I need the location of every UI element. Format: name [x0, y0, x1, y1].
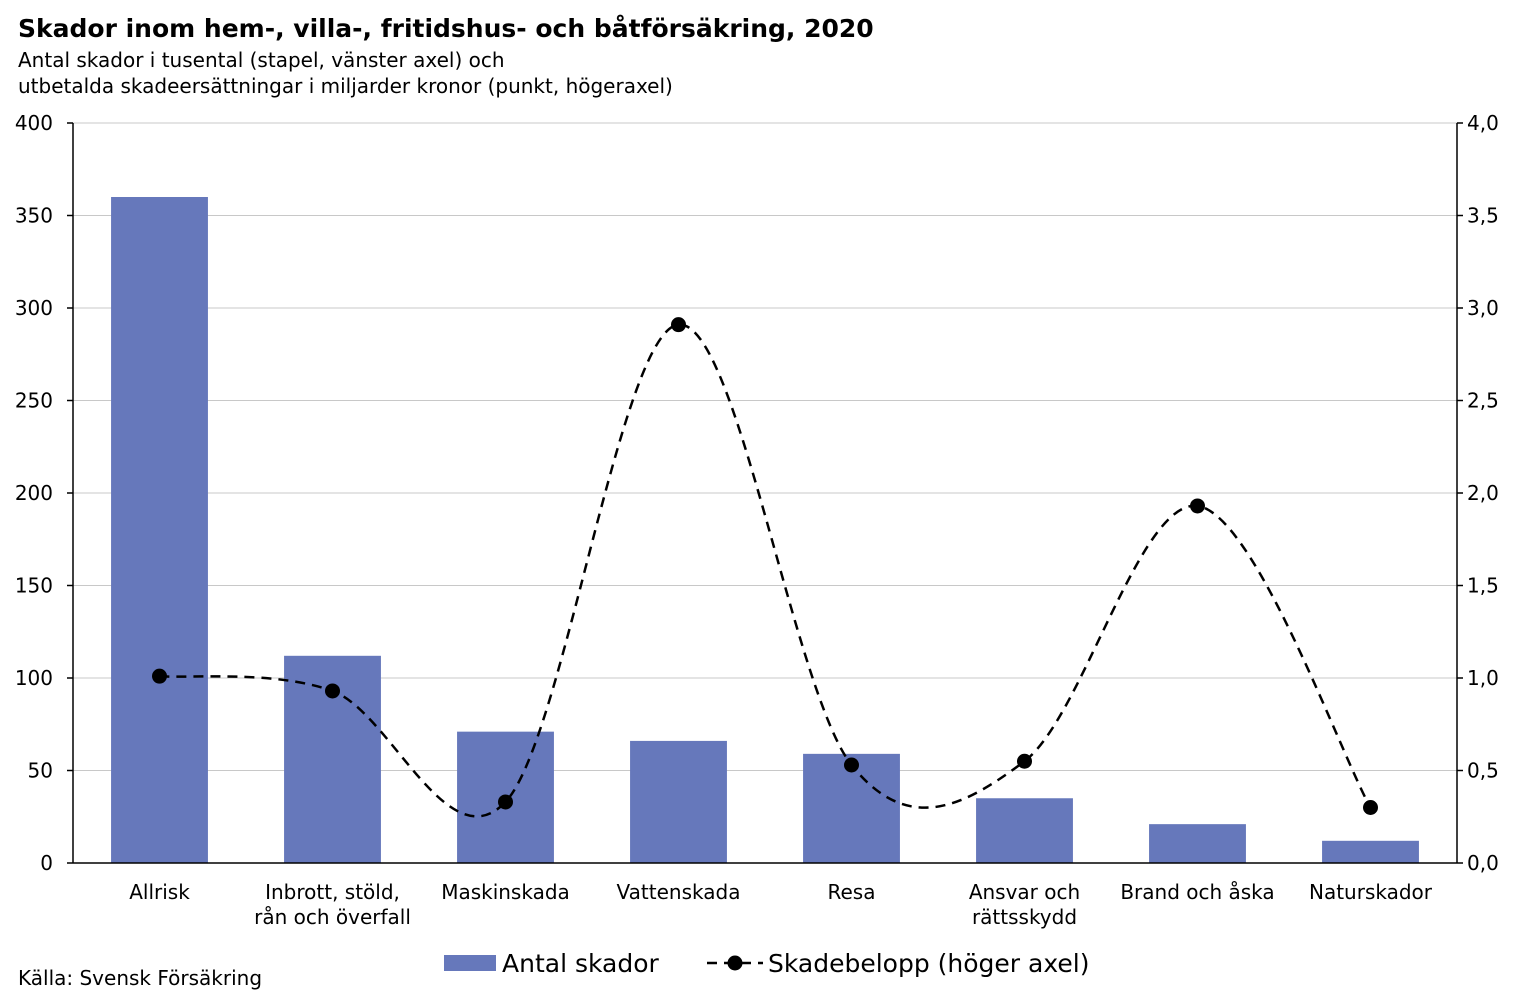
x-tick-label: Resa: [828, 880, 876, 904]
left-tick-label: 300: [15, 296, 53, 320]
left-axis-ticks: 0 50 100 150 200 250 300 350 400: [15, 111, 53, 875]
bar: [1322, 840, 1419, 863]
source-note: Källa: Svensk Försäkring: [18, 966, 263, 990]
left-tick-label: 200: [15, 481, 53, 505]
x-tick-label-line: rån och överfall: [254, 905, 411, 929]
right-tick-label: 4,0: [1467, 111, 1499, 135]
left-tick-label: 0: [40, 851, 53, 875]
right-tick-label: 2,5: [1467, 389, 1499, 413]
bar: [1149, 824, 1246, 863]
x-tick-label-line: Resa: [828, 880, 876, 904]
x-tick-label: Maskinskada: [441, 880, 570, 904]
skadebelopp-point: [325, 683, 340, 699]
right-axis-ticks: 0,0 0,5 1,0 1,5 2,0 2,5 3,0 3,5 4,0: [1467, 111, 1499, 875]
right-tick-label: 0,0: [1467, 851, 1499, 875]
skadebelopp-point: [844, 757, 859, 773]
bar: [111, 197, 208, 863]
x-axis-ticks: Allrisk Inbrott, stöld, rån och överfall Ma…: [129, 880, 1433, 929]
left-tick-label: 250: [15, 389, 53, 413]
skadebelopp-point: [1363, 800, 1378, 815]
skadebelopp-point: [1190, 498, 1205, 514]
x-tick-label: Allrisk: [129, 880, 190, 904]
skadebelopp-point: [1017, 753, 1032, 769]
skadebelopp-point: [498, 794, 513, 810]
bars: [111, 197, 1419, 863]
chart-subtitle-line1: Antal skador i tusental (stapel, vänster…: [18, 48, 505, 72]
x-tick-label-line: Brand och åska: [1120, 880, 1274, 904]
chart-subtitle-line2: utbetalda skadeersättningar i miljarder …: [18, 74, 673, 98]
right-tick-label: 3,0: [1467, 296, 1499, 320]
skadebelopp-point: [152, 668, 167, 684]
x-tick-label-line: Allrisk: [129, 880, 190, 904]
gridlines: [73, 122, 1457, 771]
left-tick-label: 50: [28, 759, 53, 783]
legend: Antal skador Skadebelopp (höger axel): [444, 949, 1089, 978]
right-tick-label: 2,0: [1467, 481, 1499, 505]
right-tick-label: 0,5: [1467, 759, 1499, 783]
legend-bar-swatch: [444, 955, 496, 971]
skadebelopp-point: [671, 317, 686, 333]
legend-line-label: Skadebelopp (höger axel): [768, 949, 1089, 978]
bar: [630, 740, 727, 863]
x-tick-label-line: Maskinskada: [441, 880, 570, 904]
right-tick-label: 1,0: [1467, 666, 1499, 690]
left-tick-label: 100: [15, 666, 53, 690]
skadebelopp-line: [152, 317, 1378, 818]
chart-title: Skador inom hem-, villa-, fritidshus- oc…: [18, 14, 874, 43]
bar: [976, 798, 1073, 863]
left-tick-label: 400: [15, 111, 53, 135]
right-tick-label: 3,5: [1467, 204, 1499, 228]
x-tick-label-line: Naturskador: [1309, 880, 1433, 904]
x-tick-label-line: Inbrott, stöld,: [265, 880, 400, 904]
left-tick-label: 350: [15, 204, 53, 228]
axes: [67, 122, 1463, 864]
x-tick-label: Vattenskada: [617, 880, 741, 904]
x-tick-label-line: rättsskydd: [972, 905, 1077, 929]
x-tick-label: Naturskador: [1309, 880, 1433, 904]
legend-bar-label: Antal skador: [502, 949, 660, 978]
x-tick-label: Inbrott, stöld, rån och överfall: [254, 880, 411, 929]
skadebelopp-curve: [159, 323, 1372, 818]
right-tick-label: 1,5: [1467, 574, 1499, 598]
legend-line-marker: [727, 955, 743, 971]
left-tick-label: 150: [15, 574, 53, 598]
x-tick-label-line: Vattenskada: [617, 880, 741, 904]
x-tick-label-line: Ansvar och: [969, 880, 1080, 904]
x-tick-label: Brand och åska: [1120, 880, 1274, 904]
x-tick-label: Ansvar och rättsskydd: [969, 880, 1080, 929]
